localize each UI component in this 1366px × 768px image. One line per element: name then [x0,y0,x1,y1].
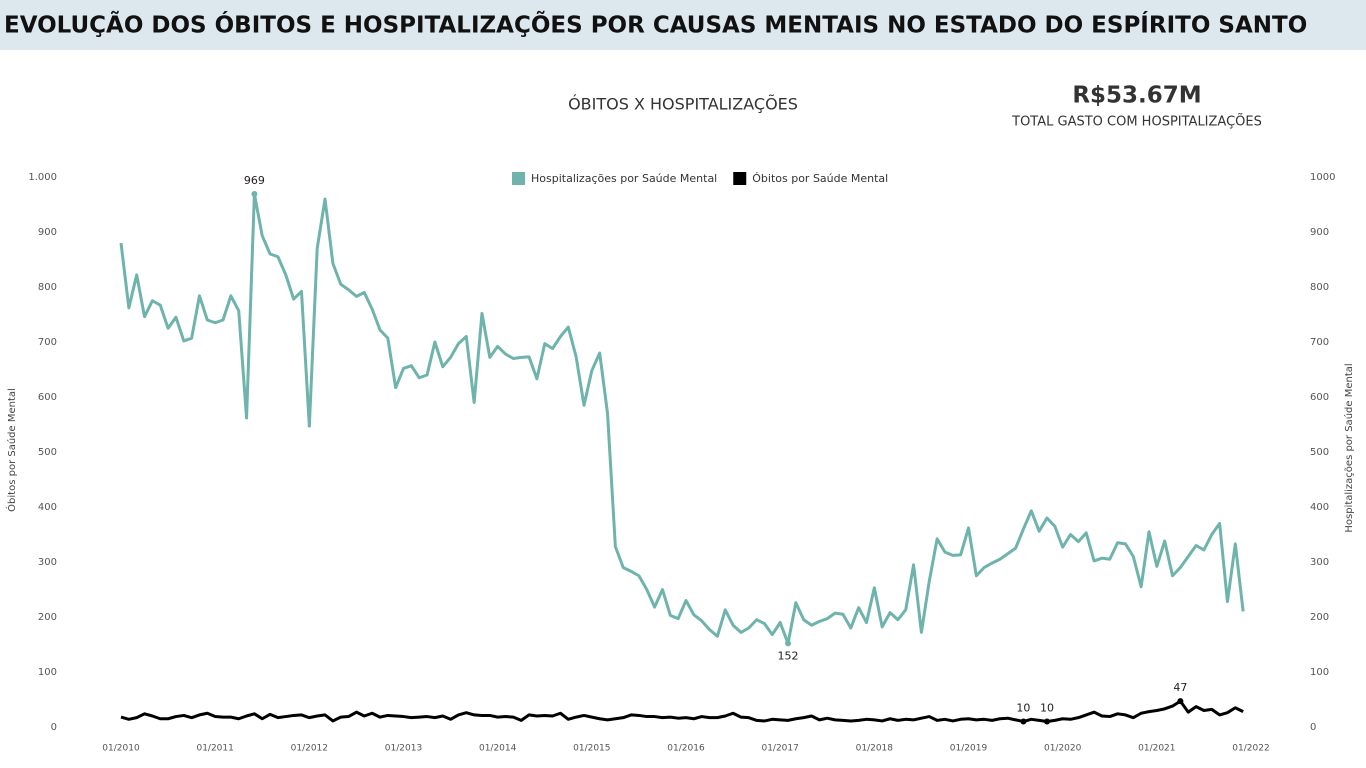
chart-title: ÓBITOS X HOSPITALIZAÇÕES [568,95,798,114]
extreme-point [1043,718,1050,725]
kpi-label: TOTAL GASTO COM HOSPITALIZAÇÕES [1011,114,1262,130]
y-tick-label: 400 [38,502,57,513]
y-tick-label: 700 [38,337,57,348]
legend-swatch [733,172,747,185]
x-tick-label: 01/2016 [667,744,705,754]
x-tick-label: 01/2022 [1232,744,1269,754]
x-tick-label: 01/2010 [102,744,140,754]
y2-tick-label: 700 [1310,337,1329,348]
x-tick-label: 01/2011 [196,744,233,754]
x-tick-label: 01/2015 [573,744,610,754]
y2-tick-label: 400 [1310,502,1329,513]
y-tick-label: 600 [38,392,57,403]
series-line [120,699,1244,723]
y-tick-label: 500 [38,447,57,458]
y-tick-label: 300 [38,557,57,568]
y2-tick-label: 600 [1310,392,1329,403]
x-tick-label: 01/2017 [761,744,798,754]
y2-tick-label: 500 [1310,447,1329,458]
y-axis-title: Óbitos por Saúde Mental [5,388,18,512]
x-tick-label: 01/2012 [291,744,328,754]
data-label: 10 [1016,702,1030,715]
data-label: 969 [244,174,265,187]
y-tick-label: 800 [38,282,57,293]
x-tick-label: 01/2014 [479,744,517,754]
extreme-point [1020,718,1027,725]
legend-label: Óbitos por Saúde Mental [752,172,888,185]
y2-tick-label: 800 [1310,282,1329,293]
data-label: 10 [1040,702,1054,715]
y2-tick-label: 300 [1310,557,1329,568]
x-tick-label: 01/2013 [385,744,422,754]
x-tick-label: 01/2020 [1044,744,1082,754]
y2-axis-title: Hospitalizações por Saúde Mental [1343,363,1355,532]
x-tick-label: 01/2018 [856,744,894,754]
y2-tick-label: 1000 [1310,172,1335,183]
page-title: EVOLUÇÃO DOS ÓBITOS E HOSPITALIZAÇÕES PO… [4,11,1307,39]
data-label: 47 [1173,681,1187,694]
y-tick-label: 200 [38,612,57,623]
series-line [119,192,1245,645]
y2-tick-label: 100 [1310,667,1329,678]
header-band [0,0,1366,50]
y-tick-label: 0 [51,722,57,733]
x-tick-label: 01/2019 [950,744,988,754]
y-tick-label: 100 [38,667,57,678]
y-tick-label: 1.000 [28,172,57,183]
y2-tick-label: 0 [1310,722,1316,733]
extreme-point [785,640,792,647]
y2-tick-label: 900 [1310,227,1329,238]
kpi-value: R$53.67M [1072,83,1201,109]
legend-swatch [512,172,525,185]
data-label: 152 [778,649,799,662]
x-tick-label: 01/2021 [1138,744,1175,754]
y2-tick-label: 200 [1310,612,1329,623]
y-tick-label: 900 [38,227,57,238]
extreme-point [1177,698,1184,705]
extreme-point [251,191,258,198]
legend-label: Hospitalizações por Saúde Mental [531,172,717,185]
